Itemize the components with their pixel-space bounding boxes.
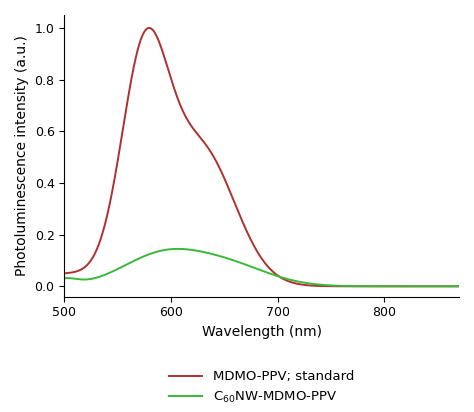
X-axis label: Wavelength (nm): Wavelength (nm): [201, 325, 322, 339]
Y-axis label: Photoluminescence intensity (a.u.): Photoluminescence intensity (a.u.): [15, 35, 29, 276]
Legend: MDMO-PPV; standard, C$_{60}$NW-MDMO-PPV: MDMO-PPV; standard, C$_{60}$NW-MDMO-PPV: [164, 365, 359, 410]
